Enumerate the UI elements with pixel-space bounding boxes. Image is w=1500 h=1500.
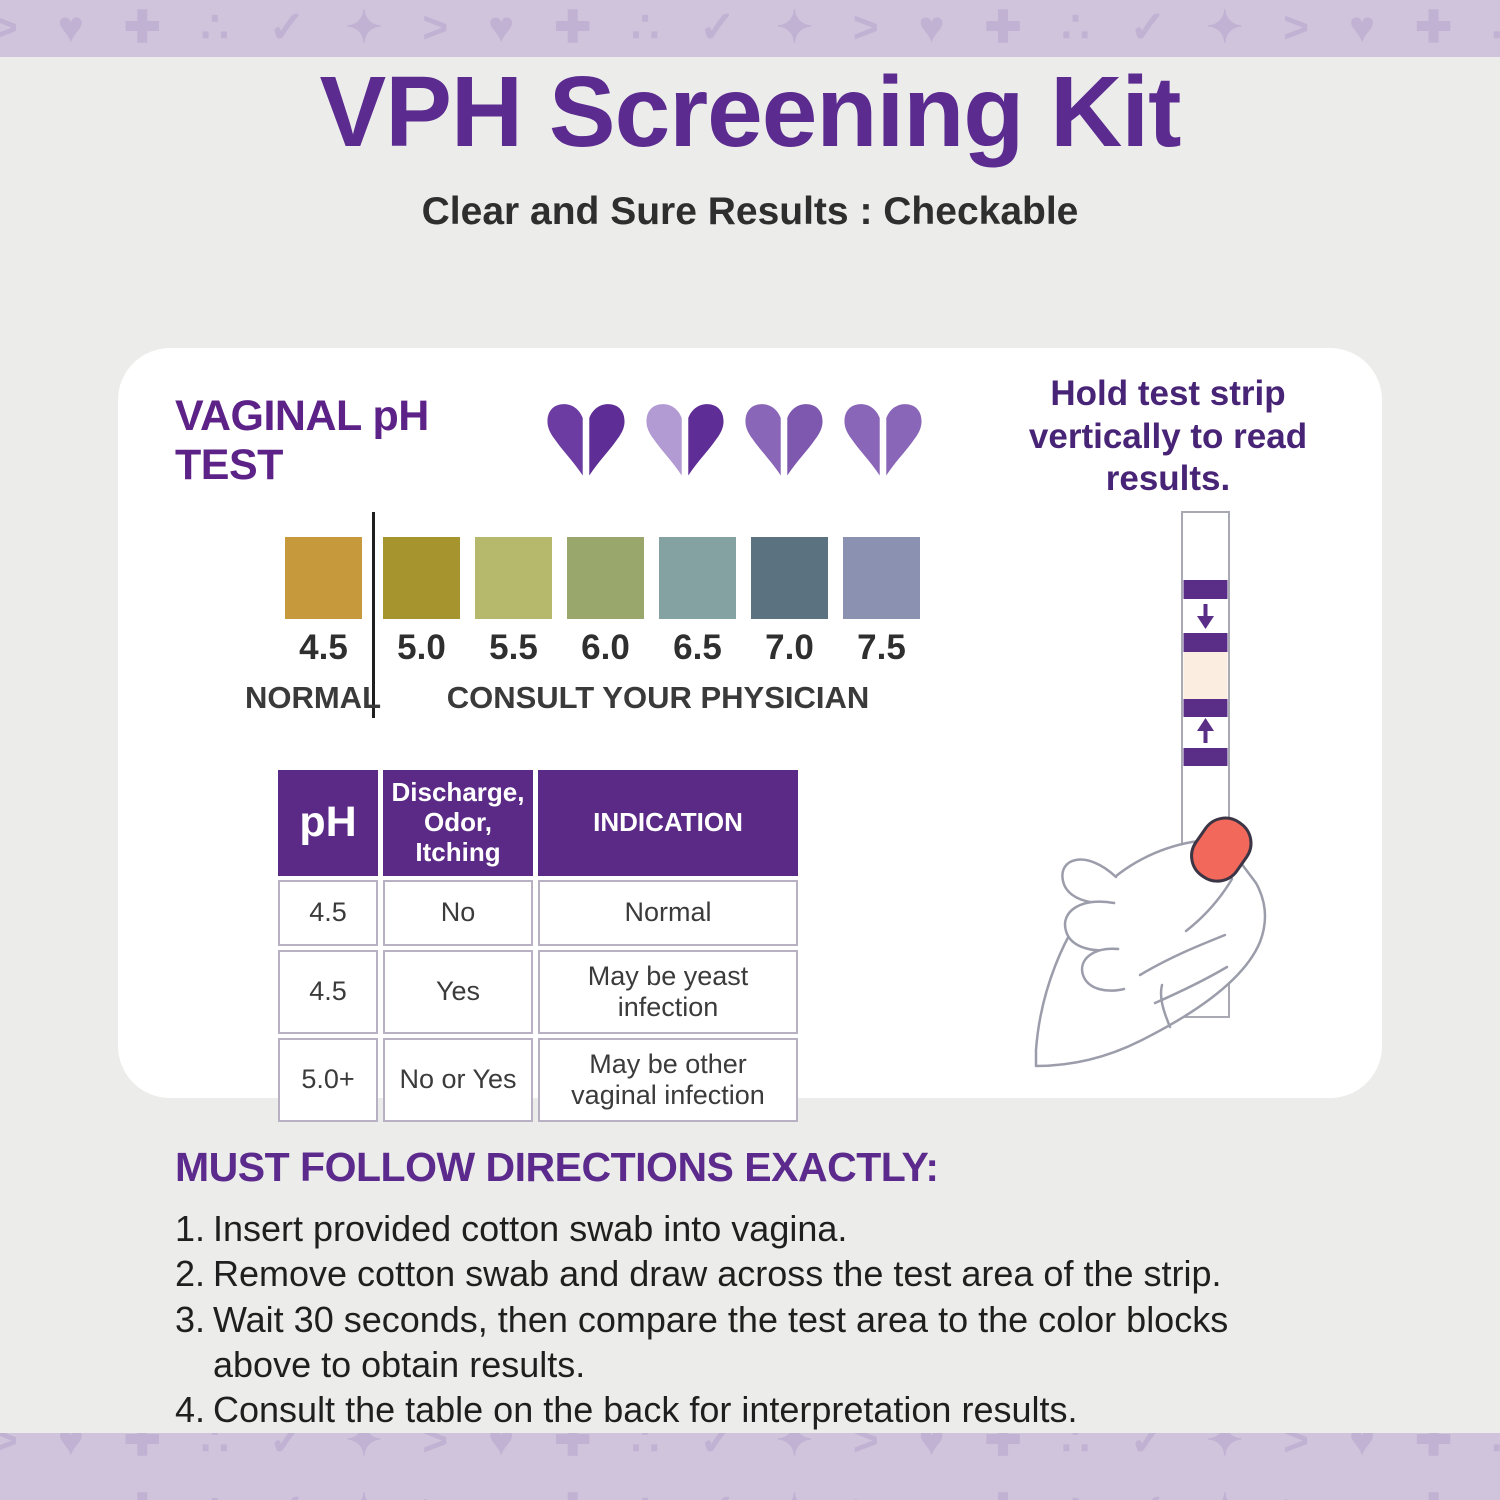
scale-chips	[285, 537, 935, 619]
ph-swatch	[475, 537, 552, 619]
ph-value: 7.0	[765, 628, 814, 667]
table-row: 5.0+ No or Yes May be other vaginal infe…	[278, 1037, 798, 1122]
direction-step: Consult the table on the back for interp…	[175, 1387, 1078, 1433]
decorative-pattern: >♥✚∴✓✦>♥✚∴✓✦>♥✚∴✓✦>♥✚∴✓✦>♥✚∴✓✦>♥✚∴✓✦>♥✚∴…	[0, 1483, 1500, 1500]
directions-list: Insert provided cotton swab into vagina.…	[175, 1206, 1325, 1433]
strip-instruction: Hold test strip vertically to read resul…	[1028, 374, 1308, 499]
hand-illustration	[1034, 839, 1267, 1068]
cell-indication: May be other vaginal infection	[538, 1037, 798, 1122]
cell-indication: May be yeast infection	[538, 949, 798, 1034]
decorative-border-top: >♥✚∴✓✦>♥✚∴✓✦>♥✚∴✓✦>♥✚∴✓✦>♥✚∴✓✦>♥✚∴✓✦>♥✚∴…	[0, 0, 1500, 57]
heart-icon	[547, 404, 625, 476]
hearts-row	[545, 401, 924, 481]
info-card: VAGINAL pH TEST	[118, 348, 1382, 1122]
cell-indication: Normal	[538, 879, 798, 946]
decorative-pattern: >♥✚∴✓✦>♥✚∴✓✦>♥✚∴✓✦>♥✚∴✓✦>♥✚∴✓✦>♥✚∴✓✦>♥✚∴…	[0, 1433, 1500, 1465]
ph-color-scale: 4.5 5.0 5.5 6.0 6.5 7.0 7.5 NORMAL CONSU…	[245, 512, 935, 718]
cell-symptoms: No or Yes	[383, 1037, 533, 1122]
ph-value: 6.5	[673, 628, 722, 667]
direction-step: Wait 30 seconds, then compare the test a…	[175, 1297, 1229, 1386]
ph-swatch	[567, 537, 644, 619]
ph-swatch	[751, 537, 828, 619]
ph-value: 6.0	[581, 628, 630, 667]
direction-step: Remove cotton swab and draw across the t…	[175, 1251, 1222, 1297]
cell-ph: 4.5	[278, 949, 378, 1034]
heart-icon	[646, 404, 724, 476]
ph-value: 7.5	[857, 628, 906, 667]
table-header-indication: INDICATION	[538, 770, 798, 876]
directions-heading: MUST FOLLOW DIRECTIONS EXACTLY:	[175, 1144, 939, 1190]
test-strip-illustration	[1034, 511, 1267, 1068]
section-title: VAGINAL pH TEST	[175, 392, 429, 489]
table-header-row: pH Discharge, Odor, Itching INDICATION	[278, 770, 798, 876]
ph-swatch	[383, 537, 460, 619]
ph-value: 5.0	[397, 628, 446, 667]
decorative-pattern: >♥✚∴✓✦>♥✚∴✓✦>♥✚∴✓✦>♥✚∴✓✦>♥✚∴✓✦>♥✚∴✓✦>♥✚∴…	[0, 3, 1500, 52]
table-header-symptoms: Discharge, Odor, Itching	[383, 770, 533, 876]
table-header-ph: pH	[278, 770, 378, 876]
table-row: 4.5 No Normal	[278, 879, 798, 946]
ph-swatch	[285, 537, 362, 619]
heart-icon	[745, 404, 823, 476]
ph-swatch	[659, 537, 736, 619]
cell-symptoms: Yes	[383, 949, 533, 1034]
ph-value: 5.5	[489, 628, 538, 667]
down-arrow-icon	[1197, 604, 1214, 629]
directions-section: MUST FOLLOW DIRECTIONS EXACTLY: Insert p…	[175, 1144, 1325, 1433]
ph-swatch	[843, 537, 920, 619]
interpretation-table: pH Discharge, Odor, Itching INDICATION 4…	[273, 766, 803, 1126]
page-subtitle: Clear and Sure Results : Checkable	[421, 190, 1079, 233]
scale-values: 4.5 5.0 5.5 6.0 6.5 7.0 7.5	[285, 628, 935, 670]
ph-test-section: VAGINAL pH TEST	[175, 392, 955, 1126]
ph-test-header-row: VAGINAL pH TEST	[175, 392, 955, 489]
ph-value: 4.5	[299, 628, 348, 667]
heart-icon	[844, 404, 922, 476]
normal-label: NORMAL	[244, 680, 382, 715]
table-row: 4.5 Yes May be yeast infection	[278, 949, 798, 1034]
thumb-nail	[1190, 816, 1253, 883]
page-title: VPH Screening Kit	[319, 56, 1182, 168]
decorative-border-bottom: >♥✚∴✓✦>♥✚∴✓✦>♥✚∴✓✦>♥✚∴✓✦>♥✚∴✓✦>♥✚∴✓✦>♥✚∴…	[0, 1433, 1500, 1500]
cell-ph: 4.5	[278, 879, 378, 946]
consult-physician-label: CONSULT YOUR PHYSICIAN	[446, 680, 870, 715]
direction-step: Insert provided cotton swab into vagina.	[175, 1206, 848, 1252]
cell-ph: 5.0+	[278, 1037, 378, 1122]
scale-divider	[372, 512, 375, 718]
up-arrow-icon	[1197, 718, 1214, 743]
cell-symptoms: No	[383, 879, 533, 946]
